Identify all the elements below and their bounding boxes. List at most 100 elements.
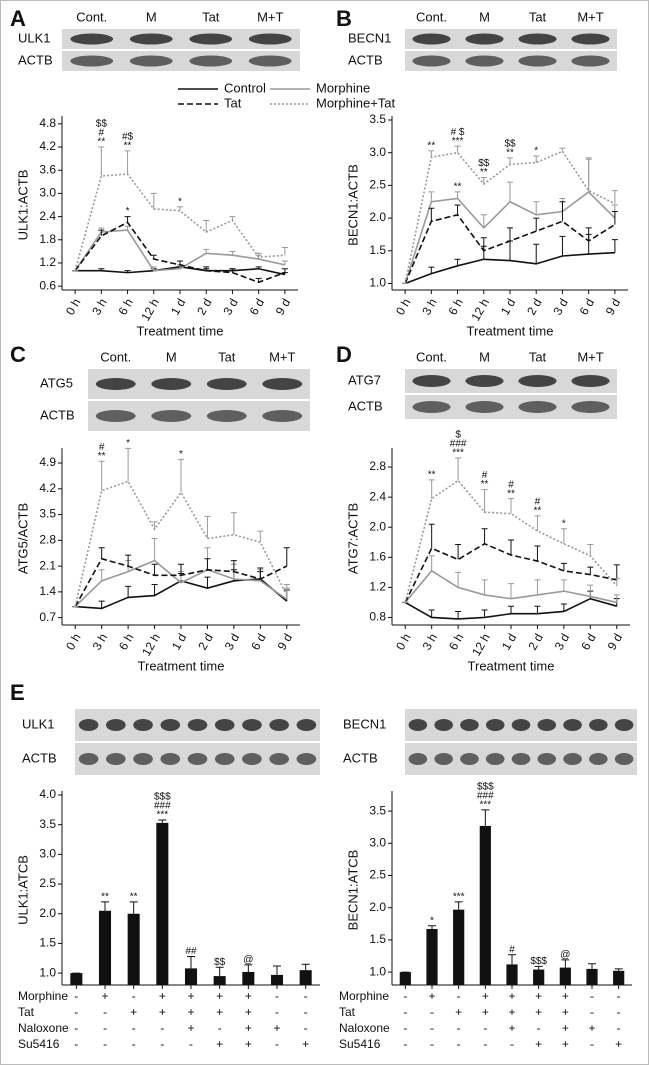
error-bar bbox=[98, 569, 105, 581]
error-bar bbox=[588, 963, 596, 969]
error-bar bbox=[151, 563, 158, 576]
condition-sign: - bbox=[160, 1021, 164, 1035]
condition-sign: - bbox=[510, 1037, 514, 1051]
y-tick-label: 3.5 bbox=[369, 803, 386, 817]
significance-label: * bbox=[126, 206, 130, 217]
significance-label: $$ bbox=[214, 957, 226, 968]
y-tick-label: 3.6 bbox=[39, 162, 56, 176]
condition-sign: - bbox=[590, 989, 594, 1003]
error-bar bbox=[481, 489, 488, 513]
significance-label: # bbox=[508, 479, 514, 490]
blot-band bbox=[296, 753, 317, 765]
condition-sign: + bbox=[482, 1005, 489, 1019]
condition-sign: - bbox=[304, 1005, 308, 1019]
error-bar bbox=[257, 530, 264, 543]
error-bar bbox=[283, 584, 290, 596]
condition-sign: + bbox=[562, 1037, 569, 1051]
error-bar bbox=[428, 523, 435, 549]
series-line bbox=[404, 479, 618, 603]
error-bar bbox=[559, 235, 566, 256]
condition-name: Naloxone bbox=[18, 1021, 69, 1035]
condition-sign: - bbox=[160, 1037, 164, 1051]
error-bar bbox=[508, 605, 514, 614]
significance-label: # bbox=[535, 497, 541, 508]
error-bar bbox=[98, 547, 105, 559]
significance-label: $$ bbox=[478, 158, 490, 169]
bar bbox=[242, 971, 255, 985]
condition-sign: - bbox=[132, 1021, 136, 1035]
error-bar bbox=[204, 558, 211, 570]
blot-band bbox=[214, 719, 235, 731]
blot-band bbox=[485, 753, 505, 765]
bar bbox=[299, 970, 312, 985]
blot-lane-label: M bbox=[479, 349, 490, 364]
error-bar bbox=[613, 564, 620, 580]
blot-band bbox=[614, 719, 634, 731]
blot-background bbox=[62, 51, 300, 71]
error-bar bbox=[481, 809, 490, 826]
condition-sign: + bbox=[302, 1037, 309, 1051]
blot-lane-label: Cont. bbox=[416, 9, 447, 24]
blot-band bbox=[262, 410, 303, 422]
error-bar bbox=[559, 147, 566, 152]
blot-row-label: ACTB bbox=[22, 750, 57, 765]
condition-sign: + bbox=[535, 1005, 542, 1019]
error-bar bbox=[150, 192, 157, 209]
significance-label: * bbox=[562, 518, 566, 529]
error-bar bbox=[124, 216, 131, 223]
series-line bbox=[404, 251, 615, 285]
blot-band bbox=[412, 375, 451, 387]
error-bar bbox=[124, 150, 131, 175]
condition-sign: - bbox=[304, 989, 308, 1003]
y-tick-label: 1.2 bbox=[369, 580, 386, 594]
significance-label: * bbox=[534, 146, 538, 157]
blot-band bbox=[160, 719, 181, 731]
blot-band bbox=[434, 719, 453, 731]
condition-name: Morphine bbox=[18, 989, 68, 1003]
blot-band bbox=[206, 410, 247, 422]
error-bar bbox=[613, 594, 620, 603]
legend-label: Control bbox=[224, 80, 266, 95]
significance-label: $$$ bbox=[477, 781, 494, 792]
error-bar bbox=[560, 603, 567, 612]
condition-sign: + bbox=[245, 1005, 252, 1019]
error-bar bbox=[455, 610, 462, 619]
error-bar bbox=[611, 211, 618, 225]
y-tick-label: 1.4 bbox=[39, 584, 56, 598]
blot-band bbox=[460, 753, 479, 765]
blot-band bbox=[129, 55, 173, 67]
condition-sign: - bbox=[457, 1037, 461, 1051]
y-tick-label: 1.5 bbox=[39, 936, 56, 950]
panel-letter: E bbox=[10, 680, 25, 705]
condition-sign: + bbox=[245, 989, 252, 1003]
condition-sign: + bbox=[216, 1037, 223, 1051]
significance-label: *** bbox=[453, 892, 465, 903]
error-bar bbox=[533, 217, 540, 232]
blot-band bbox=[242, 719, 262, 731]
blot-lane-label: Tat bbox=[529, 9, 547, 24]
condition-sign: - bbox=[275, 1005, 279, 1019]
blot-band bbox=[537, 753, 557, 765]
blot-band bbox=[571, 401, 610, 413]
condition-sign: - bbox=[275, 989, 279, 1003]
bar bbox=[426, 928, 438, 985]
blot-lane-label: M+T bbox=[577, 349, 603, 364]
error-bar bbox=[560, 528, 567, 544]
blot-row-label: ACTB bbox=[343, 750, 378, 765]
error-bar bbox=[178, 563, 184, 576]
error-bar bbox=[428, 191, 435, 202]
blot-lane-label: M bbox=[479, 9, 490, 24]
blot-lane-label: M bbox=[166, 349, 177, 364]
bar bbox=[98, 910, 112, 985]
significance-label: ** bbox=[130, 892, 138, 903]
error-bar bbox=[257, 567, 264, 579]
error-bar bbox=[454, 204, 461, 215]
error-bar bbox=[230, 512, 237, 535]
error-bar bbox=[508, 583, 514, 599]
error-bar bbox=[585, 227, 592, 241]
blot-band bbox=[269, 719, 289, 731]
error-bar bbox=[178, 458, 184, 493]
y-axis-label: ULK1:ATCB bbox=[15, 855, 30, 925]
error-bar bbox=[614, 968, 623, 971]
blot-band bbox=[214, 753, 235, 765]
